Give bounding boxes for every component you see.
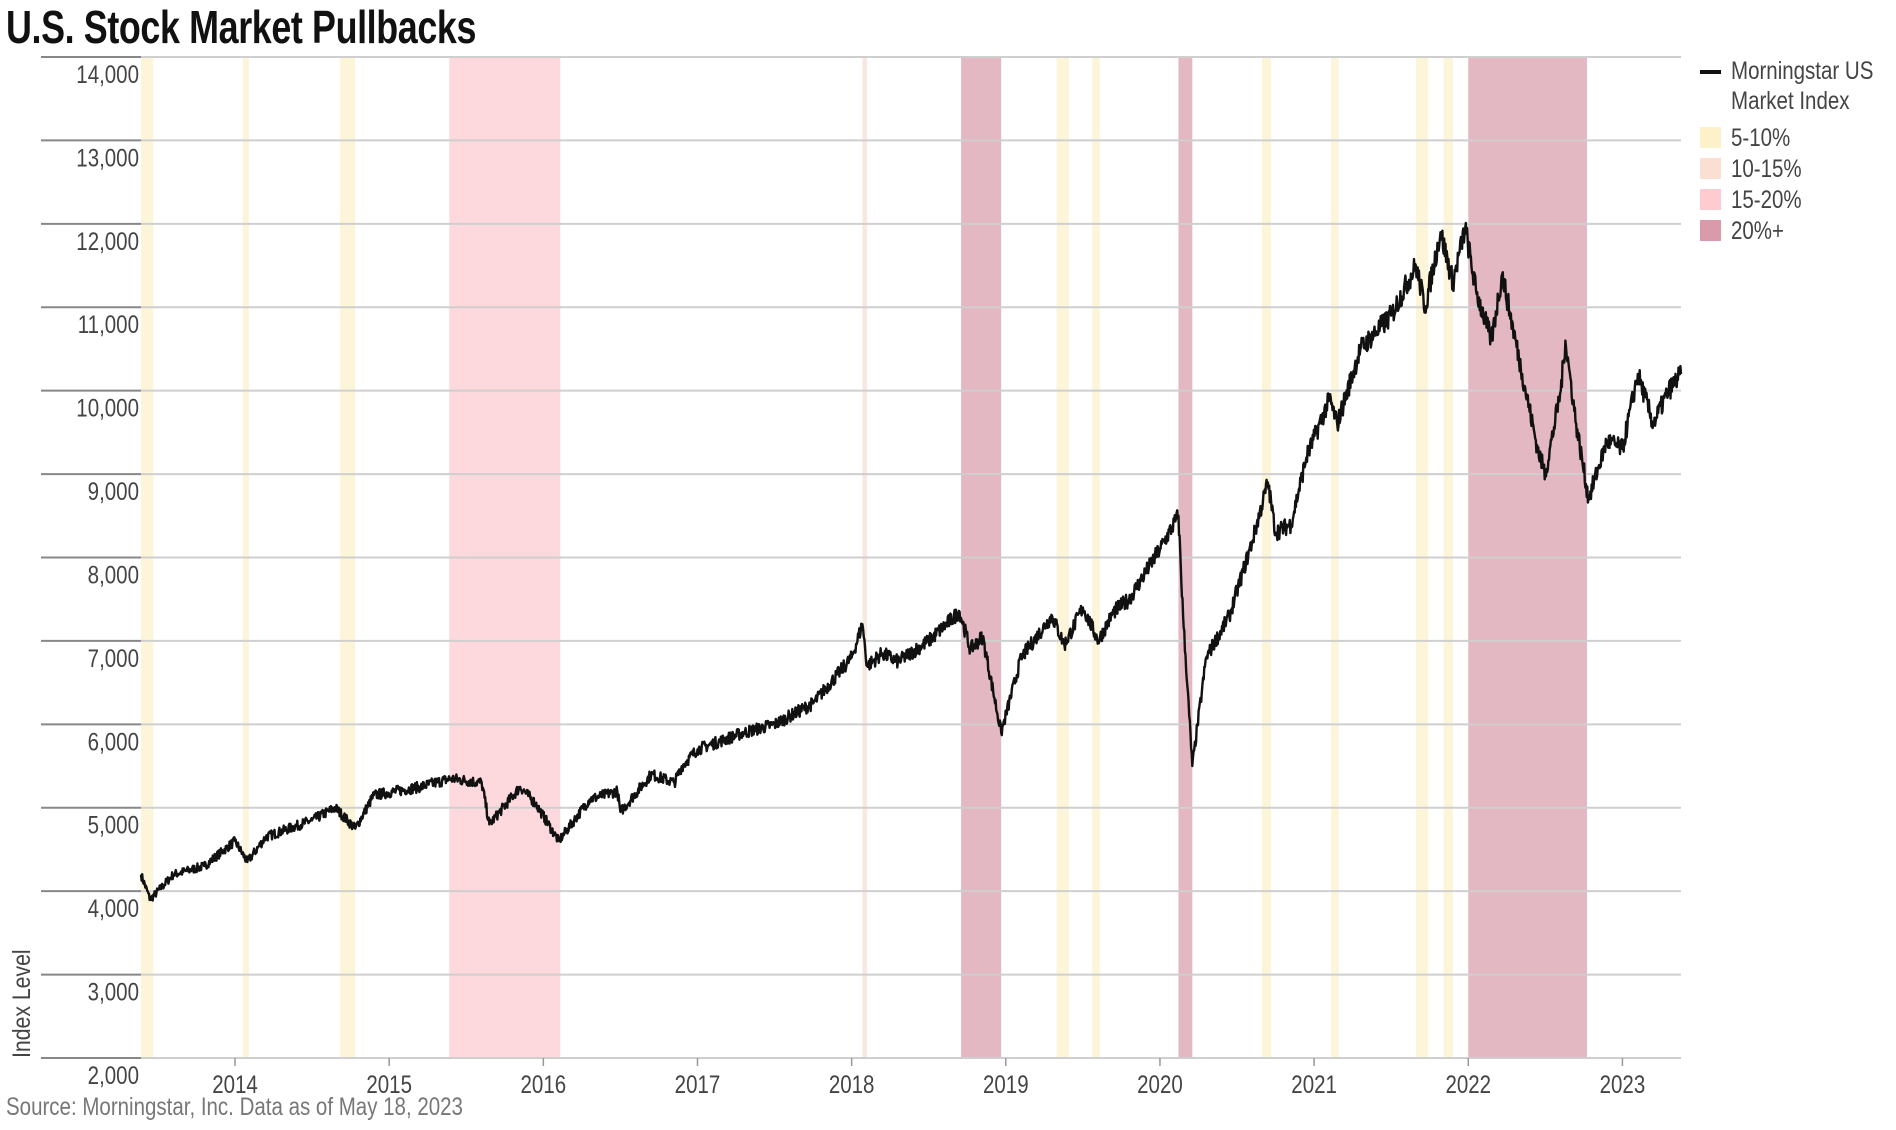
y-axis-label: Index Level	[7, 949, 35, 1058]
source-note: Source: Morningstar, Inc. Data as of May…	[6, 1093, 463, 1121]
legend-item-20-plus: 20%+	[1700, 216, 1896, 245]
legend-line-swatch	[1700, 70, 1721, 74]
legend-item-10-15: 10-15%	[1700, 154, 1896, 183]
series-line-morningstar-us-market-index	[139, 221, 1683, 902]
y-tick-label: 12,000	[76, 227, 139, 255]
x-tick-label: 2015	[366, 1070, 412, 1098]
chart-title: U.S. Stock Market Pullbacks	[6, 1, 477, 53]
y-tick-label: 7,000	[88, 644, 139, 672]
y-tick-label: 2,000	[88, 1061, 139, 1089]
y-tick-label: 3,000	[88, 978, 139, 1006]
legend-swatch	[1700, 220, 1721, 241]
x-tick-label: 2016	[521, 1070, 567, 1098]
x-tick-label: 2020	[1137, 1070, 1183, 1098]
legend-label: Market Index	[1731, 87, 1850, 115]
legend-label: 20%+	[1731, 217, 1785, 245]
legend-swatch	[1700, 127, 1721, 148]
legend: Morningstar US Market Index 5-10% 10-15% …	[1700, 56, 1896, 247]
legend-label: 15-20%	[1731, 186, 1802, 214]
x-axis: 2014 2015 2016 2017 2018 2019 2020 2021 2022 2023	[212, 1058, 1645, 1098]
x-tick-label: 2018	[829, 1070, 875, 1098]
y-tick-label: 13,000	[76, 143, 139, 171]
x-tick-label: 2019	[983, 1070, 1029, 1098]
legend-swatch	[1700, 189, 1721, 210]
legend-label: Morningstar US	[1731, 57, 1874, 85]
legend-label: 10-15%	[1731, 155, 1802, 183]
legend-item-5-10: 5-10%	[1700, 123, 1896, 152]
legend-label: 5-10%	[1731, 124, 1791, 152]
gridlines	[141, 56, 1681, 1059]
x-tick-label: 2017	[675, 1070, 721, 1098]
legend-item-series: Morningstar US Market Index	[1700, 56, 1896, 115]
y-tick-label: 10,000	[76, 394, 139, 422]
y-tick-label: 5,000	[88, 811, 139, 839]
y-tick-label: 11,000	[78, 310, 139, 338]
y-tick-label: 9,000	[88, 477, 139, 505]
legend-item-15-20: 15-20%	[1700, 185, 1896, 214]
y-tick-label: 4,000	[88, 894, 139, 922]
x-tick-label: 2014	[212, 1070, 258, 1098]
y-tick-label: 6,000	[88, 727, 139, 755]
legend-swatch	[1700, 158, 1721, 179]
y-tick-label: 14,000	[76, 60, 139, 88]
y-tick-label: 8,000	[88, 561, 139, 589]
x-tick-label: 2022	[1445, 1070, 1491, 1098]
x-tick-label: 2021	[1291, 1070, 1337, 1098]
y-axis: 2,000 3,000 4,000 5,000 6,000 7,000 8,000 9,000…	[41, 56, 141, 1089]
x-tick-label: 2023	[1600, 1070, 1646, 1098]
